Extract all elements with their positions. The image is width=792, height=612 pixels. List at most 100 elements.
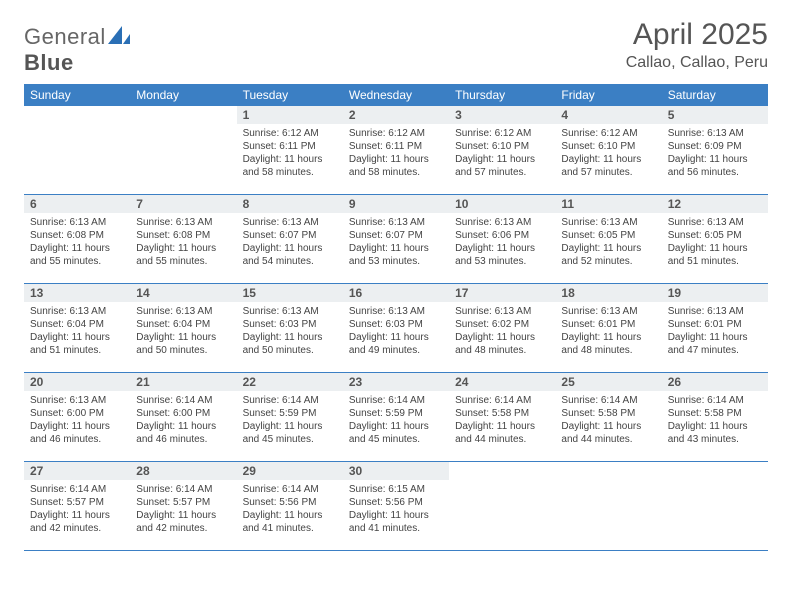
day-number: 24 bbox=[449, 373, 555, 391]
weekday-header: Thursday bbox=[449, 84, 555, 106]
day-details: Sunrise: 6:15 AMSunset: 5:56 PMDaylight:… bbox=[343, 480, 449, 537]
day-details: Sunrise: 6:13 AMSunset: 6:06 PMDaylight:… bbox=[449, 213, 555, 270]
calendar-cell: 1Sunrise: 6:12 AMSunset: 6:11 PMDaylight… bbox=[237, 106, 343, 195]
daylight-text: Daylight: 11 hours and 42 minutes. bbox=[136, 509, 230, 535]
sunset-text: Sunset: 6:03 PM bbox=[349, 318, 443, 331]
sunset-text: Sunset: 5:58 PM bbox=[668, 407, 762, 420]
daylight-text: Daylight: 11 hours and 51 minutes. bbox=[668, 242, 762, 268]
calendar-cell: 5Sunrise: 6:13 AMSunset: 6:09 PMDaylight… bbox=[662, 106, 768, 195]
sunrise-text: Sunrise: 6:14 AM bbox=[561, 394, 655, 407]
day-number: 29 bbox=[237, 462, 343, 480]
sunset-text: Sunset: 6:11 PM bbox=[349, 140, 443, 153]
sunrise-text: Sunrise: 6:13 AM bbox=[668, 127, 762, 140]
day-number: 17 bbox=[449, 284, 555, 302]
sunrise-text: Sunrise: 6:13 AM bbox=[668, 305, 762, 318]
calendar-cell: 3Sunrise: 6:12 AMSunset: 6:10 PMDaylight… bbox=[449, 106, 555, 195]
sunrise-text: Sunrise: 6:13 AM bbox=[243, 305, 337, 318]
weekday-header: Saturday bbox=[662, 84, 768, 106]
weekday-header: Sunday bbox=[24, 84, 130, 106]
sunrise-text: Sunrise: 6:14 AM bbox=[455, 394, 549, 407]
header: General Blue April 2025 Callao, Callao, … bbox=[24, 18, 768, 76]
day-details: Sunrise: 6:12 AMSunset: 6:10 PMDaylight:… bbox=[449, 124, 555, 181]
sunset-text: Sunset: 6:00 PM bbox=[30, 407, 124, 420]
sunset-text: Sunset: 5:57 PM bbox=[136, 496, 230, 509]
day-details: Sunrise: 6:13 AMSunset: 6:01 PMDaylight:… bbox=[555, 302, 661, 359]
daylight-text: Daylight: 11 hours and 43 minutes. bbox=[668, 420, 762, 446]
calendar-body: ....1Sunrise: 6:12 AMSunset: 6:11 PMDayl… bbox=[24, 106, 768, 551]
daylight-text: Daylight: 11 hours and 45 minutes. bbox=[349, 420, 443, 446]
daylight-text: Daylight: 11 hours and 58 minutes. bbox=[349, 153, 443, 179]
sunset-text: Sunset: 6:06 PM bbox=[455, 229, 549, 242]
day-details: Sunrise: 6:13 AMSunset: 6:09 PMDaylight:… bbox=[662, 124, 768, 181]
sunrise-text: Sunrise: 6:13 AM bbox=[668, 216, 762, 229]
sunset-text: Sunset: 6:01 PM bbox=[561, 318, 655, 331]
day-number: 1 bbox=[237, 106, 343, 124]
calendar-cell: 16Sunrise: 6:13 AMSunset: 6:03 PMDayligh… bbox=[343, 284, 449, 373]
sunrise-text: Sunrise: 6:13 AM bbox=[455, 305, 549, 318]
calendar-cell: 17Sunrise: 6:13 AMSunset: 6:02 PMDayligh… bbox=[449, 284, 555, 373]
daylight-text: Daylight: 11 hours and 51 minutes. bbox=[30, 331, 124, 357]
daylight-text: Daylight: 11 hours and 56 minutes. bbox=[668, 153, 762, 179]
sunrise-text: Sunrise: 6:13 AM bbox=[30, 216, 124, 229]
calendar-cell: 18Sunrise: 6:13 AMSunset: 6:01 PMDayligh… bbox=[555, 284, 661, 373]
weekday-header: Wednesday bbox=[343, 84, 449, 106]
calendar-cell: .. bbox=[449, 462, 555, 551]
daylight-text: Daylight: 11 hours and 44 minutes. bbox=[561, 420, 655, 446]
sunrise-text: Sunrise: 6:13 AM bbox=[349, 305, 443, 318]
sunset-text: Sunset: 6:11 PM bbox=[243, 140, 337, 153]
sunset-text: Sunset: 6:10 PM bbox=[561, 140, 655, 153]
sunset-text: Sunset: 6:07 PM bbox=[349, 229, 443, 242]
calendar-cell: 4Sunrise: 6:12 AMSunset: 6:10 PMDaylight… bbox=[555, 106, 661, 195]
sunset-text: Sunset: 6:05 PM bbox=[668, 229, 762, 242]
sunset-text: Sunset: 6:05 PM bbox=[561, 229, 655, 242]
day-number: 23 bbox=[343, 373, 449, 391]
day-number: 6 bbox=[24, 195, 130, 213]
day-details: Sunrise: 6:14 AMSunset: 5:58 PMDaylight:… bbox=[662, 391, 768, 448]
sunrise-text: Sunrise: 6:12 AM bbox=[561, 127, 655, 140]
day-details: Sunrise: 6:14 AMSunset: 5:58 PMDaylight:… bbox=[449, 391, 555, 448]
sunrise-text: Sunrise: 6:13 AM bbox=[349, 216, 443, 229]
sunset-text: Sunset: 6:01 PM bbox=[668, 318, 762, 331]
sunset-text: Sunset: 5:56 PM bbox=[243, 496, 337, 509]
calendar-cell: 26Sunrise: 6:14 AMSunset: 5:58 PMDayligh… bbox=[662, 373, 768, 462]
day-details: Sunrise: 6:13 AMSunset: 6:08 PMDaylight:… bbox=[130, 213, 236, 270]
daylight-text: Daylight: 11 hours and 52 minutes. bbox=[561, 242, 655, 268]
calendar-week-row: 13Sunrise: 6:13 AMSunset: 6:04 PMDayligh… bbox=[24, 284, 768, 373]
sunrise-text: Sunrise: 6:14 AM bbox=[668, 394, 762, 407]
sunset-text: Sunset: 6:07 PM bbox=[243, 229, 337, 242]
calendar-cell: .. bbox=[130, 106, 236, 195]
calendar-cell: 8Sunrise: 6:13 AMSunset: 6:07 PMDaylight… bbox=[237, 195, 343, 284]
day-number: 15 bbox=[237, 284, 343, 302]
sunrise-text: Sunrise: 6:14 AM bbox=[30, 483, 124, 496]
day-details: Sunrise: 6:12 AMSunset: 6:10 PMDaylight:… bbox=[555, 124, 661, 181]
sunrise-text: Sunrise: 6:12 AM bbox=[349, 127, 443, 140]
calendar-cell: 21Sunrise: 6:14 AMSunset: 6:00 PMDayligh… bbox=[130, 373, 236, 462]
day-details: Sunrise: 6:14 AMSunset: 5:56 PMDaylight:… bbox=[237, 480, 343, 537]
day-number: 30 bbox=[343, 462, 449, 480]
daylight-text: Daylight: 11 hours and 41 minutes. bbox=[243, 509, 337, 535]
day-details: Sunrise: 6:13 AMSunset: 6:04 PMDaylight:… bbox=[24, 302, 130, 359]
sunset-text: Sunset: 5:59 PM bbox=[349, 407, 443, 420]
calendar-cell: 25Sunrise: 6:14 AMSunset: 5:58 PMDayligh… bbox=[555, 373, 661, 462]
calendar-cell: 27Sunrise: 6:14 AMSunset: 5:57 PMDayligh… bbox=[24, 462, 130, 551]
day-details: Sunrise: 6:14 AMSunset: 5:59 PMDaylight:… bbox=[343, 391, 449, 448]
day-number: 3 bbox=[449, 106, 555, 124]
weekday-header: Tuesday bbox=[237, 84, 343, 106]
sunset-text: Sunset: 6:04 PM bbox=[30, 318, 124, 331]
day-number: 14 bbox=[130, 284, 236, 302]
daylight-text: Daylight: 11 hours and 41 minutes. bbox=[349, 509, 443, 535]
sunrise-text: Sunrise: 6:13 AM bbox=[136, 305, 230, 318]
sunrise-text: Sunrise: 6:15 AM bbox=[349, 483, 443, 496]
sunrise-text: Sunrise: 6:13 AM bbox=[136, 216, 230, 229]
calendar-cell: 2Sunrise: 6:12 AMSunset: 6:11 PMDaylight… bbox=[343, 106, 449, 195]
calendar-cell: 29Sunrise: 6:14 AMSunset: 5:56 PMDayligh… bbox=[237, 462, 343, 551]
calendar-week-row: 27Sunrise: 6:14 AMSunset: 5:57 PMDayligh… bbox=[24, 462, 768, 551]
daylight-text: Daylight: 11 hours and 58 minutes. bbox=[243, 153, 337, 179]
day-details: Sunrise: 6:12 AMSunset: 6:11 PMDaylight:… bbox=[237, 124, 343, 181]
day-details: Sunrise: 6:13 AMSunset: 6:02 PMDaylight:… bbox=[449, 302, 555, 359]
sunrise-text: Sunrise: 6:12 AM bbox=[243, 127, 337, 140]
day-number: 25 bbox=[555, 373, 661, 391]
day-details: Sunrise: 6:13 AMSunset: 6:05 PMDaylight:… bbox=[662, 213, 768, 270]
calendar-cell: 11Sunrise: 6:13 AMSunset: 6:05 PMDayligh… bbox=[555, 195, 661, 284]
daylight-text: Daylight: 11 hours and 53 minutes. bbox=[455, 242, 549, 268]
